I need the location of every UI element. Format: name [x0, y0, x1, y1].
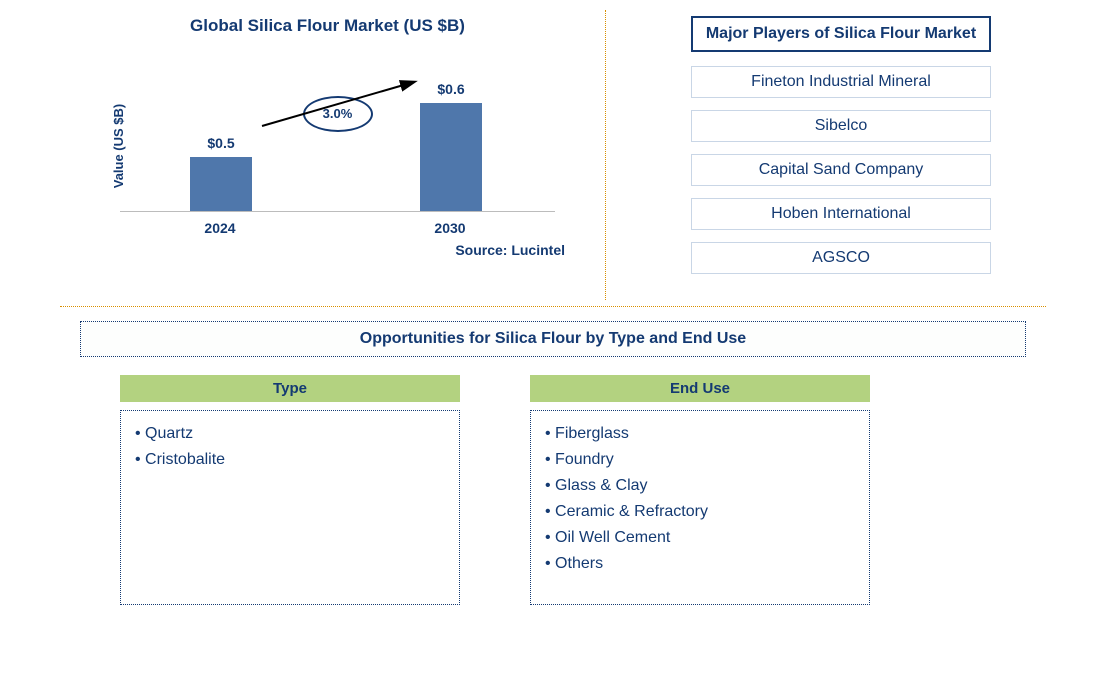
type-column: Type Quartz Cristobalite — [120, 375, 460, 605]
players-column: Major Players of Silica Flour Market Fin… — [606, 10, 1046, 300]
type-list: Quartz Cristobalite — [120, 410, 460, 605]
horizontal-divider — [60, 306, 1046, 307]
enduse-item: Foundry — [545, 447, 855, 473]
enduse-header: End Use — [530, 375, 870, 402]
x-tick-2030: 2030 — [410, 220, 490, 236]
bar-2030: $0.6 — [420, 103, 482, 211]
chart-title: Global Silica Flour Market (US $B) — [60, 16, 595, 36]
type-header: Type — [120, 375, 460, 402]
chart-column: Global Silica Flour Market (US $B) Value… — [60, 10, 606, 300]
enduse-item: Ceramic & Refractory — [545, 499, 855, 525]
source-label: Source: Lucintel — [60, 242, 595, 258]
player-item: Sibelco — [691, 110, 991, 142]
bar-2024-label: $0.5 — [190, 135, 252, 151]
type-item: Cristobalite — [135, 447, 445, 473]
enduse-list: Fiberglass Foundry Glass & Clay Ceramic … — [530, 410, 870, 605]
type-item: Quartz — [135, 421, 445, 447]
enduse-item: Others — [545, 551, 855, 577]
opportunities-row: Type Quartz Cristobalite End Use Fibergl… — [60, 375, 1046, 605]
enduse-item: Fiberglass — [545, 421, 855, 447]
bar-2030-label: $0.6 — [420, 81, 482, 97]
players-title: Major Players of Silica Flour Market — [691, 16, 991, 52]
enduse-column: End Use Fiberglass Foundry Glass & Clay … — [530, 375, 870, 605]
bar-2024: $0.5 — [190, 157, 252, 211]
enduse-item: Glass & Clay — [545, 473, 855, 499]
top-row: Global Silica Flour Market (US $B) Value… — [60, 10, 1046, 300]
player-item: Capital Sand Company — [691, 154, 991, 186]
player-item: Hoben International — [691, 198, 991, 230]
bar-chart: Value (US $B) 3.0% $0.5 $0.6 — [120, 56, 555, 236]
opportunities-title: Opportunities for Silica Flour by Type a… — [80, 321, 1026, 357]
player-item: Fineton Industrial Mineral — [691, 66, 991, 98]
player-item: AGSCO — [691, 242, 991, 274]
growth-arrow-icon — [248, 76, 428, 146]
x-tick-2024: 2024 — [180, 220, 260, 236]
enduse-item: Oil Well Cement — [545, 525, 855, 551]
